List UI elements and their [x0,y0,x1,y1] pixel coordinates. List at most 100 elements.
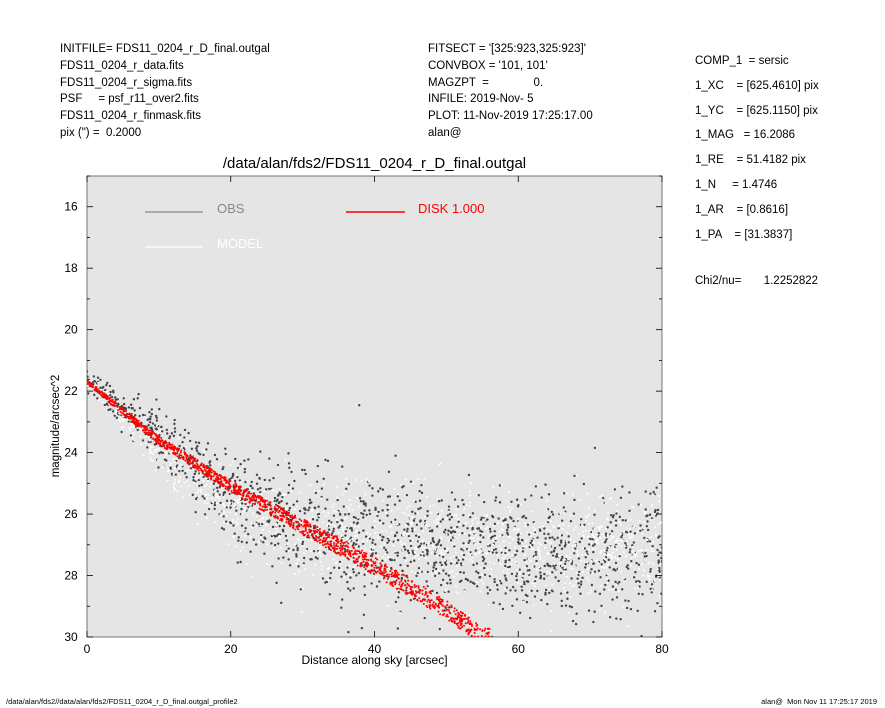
obs-point [285,539,288,542]
disk-points [87,379,491,637]
obs-point [506,533,510,536]
model-point [376,520,379,523]
model-point [565,492,568,495]
disk-point [364,563,367,566]
disk-point [470,635,473,637]
obs-point [619,496,623,500]
obs-point [268,479,271,482]
disk-point [369,570,372,573]
disk-point [357,550,360,553]
model-point [524,522,527,525]
model-point [342,529,345,532]
obs-point [564,543,567,546]
model-point [153,451,156,454]
obs-point [213,453,217,457]
disk-point [147,429,150,432]
disk-point [390,575,393,578]
obs-point [573,552,576,555]
model-point [421,530,424,533]
model-point [509,536,512,539]
model-point [536,546,539,549]
obs-point [516,533,520,537]
obs-point [346,566,349,569]
model-point [410,570,413,573]
disk-point [389,570,392,573]
disk-point [186,461,189,464]
obs-point [482,522,485,526]
model-point [461,563,464,566]
obs-point [604,583,607,587]
model-point [238,498,241,501]
model-point [431,573,434,576]
model-point [482,515,485,518]
model-point [191,453,194,456]
obs-point [157,466,160,469]
model-point [428,548,431,551]
obs-point [133,409,136,412]
obs-point [653,610,657,613]
model-point [567,558,570,561]
obs-point [493,578,496,581]
model-point [546,528,549,531]
model-point [636,530,639,533]
y-tick-label: 18 [64,261,78,275]
obs-point [476,585,479,588]
model-point [235,520,238,523]
model-point [439,570,442,573]
obs-point [133,413,137,417]
model-point [437,569,440,572]
model-point [574,545,577,548]
disk-point [186,459,189,462]
obs-point [646,528,650,532]
disk-point [165,441,168,444]
model-point [512,554,515,557]
disk-point [234,483,237,486]
obs-point [449,562,453,565]
model-point [229,511,232,514]
disk-point [189,456,192,459]
disk-point [333,550,336,553]
model-point [454,551,457,554]
model-point [480,580,483,583]
model-point [637,586,640,589]
model-point [531,565,534,568]
model-point [394,550,397,553]
model-point [645,538,648,541]
model-point [496,554,499,557]
obs-point [632,541,636,544]
disk-point [404,580,407,583]
model-point [367,480,370,483]
model-point [626,543,629,546]
obs-point [282,524,286,528]
model-point [225,522,228,525]
model-point [365,477,368,480]
model-point [476,521,479,524]
obs-point [580,518,583,521]
obs-point [378,580,381,583]
model-point [439,553,442,556]
obs-point [288,564,292,567]
obs-point [111,410,115,413]
model-point [653,513,656,516]
model-point [435,519,438,522]
obs-point [486,586,489,589]
model-point [265,497,268,500]
model-point [609,526,612,529]
obs-point [426,510,429,513]
model-point [266,510,269,513]
obs-point [172,434,176,438]
obs-point [362,613,366,617]
obs-point [362,643,364,645]
obs-point [425,580,428,583]
model-point [608,554,611,557]
obs-point [503,574,507,577]
obs-point [386,551,389,554]
disk-point [384,563,387,566]
model-point [201,474,204,477]
obs-point [409,599,412,602]
obs-point [146,446,149,449]
model-point [326,523,329,526]
model-point [522,600,525,603]
obs-point [136,397,139,400]
model-point [614,541,617,544]
